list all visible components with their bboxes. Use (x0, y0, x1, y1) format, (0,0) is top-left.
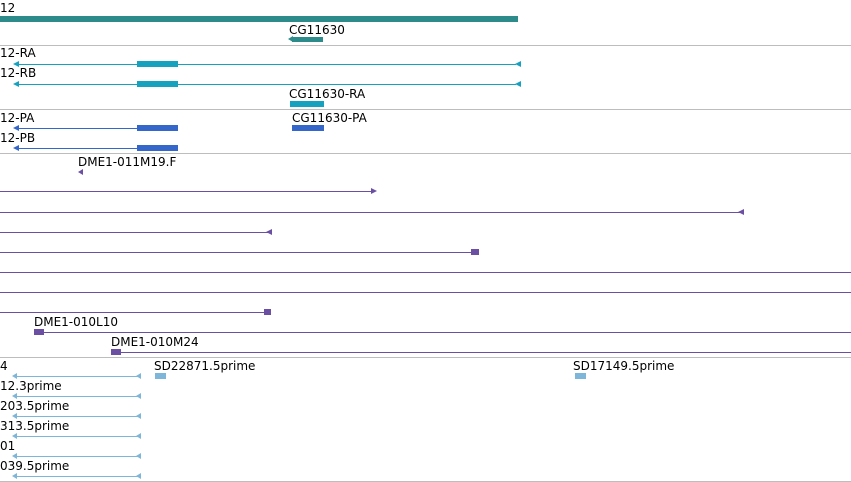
est-arrow-left-1 (12, 373, 17, 379)
protein-bar-cg11630-pa[interactable] (292, 125, 324, 131)
protein-line-pb[interactable] (18, 148, 138, 149)
est-arrow-right-1 (136, 373, 141, 379)
transcript-line-rb[interactable] (18, 84, 516, 85)
est-label-12-3prime[interactable]: 12.3prime (0, 379, 62, 393)
clone-arrow-1 (371, 188, 377, 194)
gene-bar-main[interactable] (0, 16, 518, 22)
protein-label-cg11630-pa[interactable]: CG11630-PA (292, 111, 367, 125)
est-arrow-left-4 (12, 433, 17, 439)
est-line-4[interactable] (16, 436, 140, 437)
clone-line-4[interactable] (0, 252, 478, 253)
clone-line-5[interactable] (0, 272, 851, 273)
protein-label-pa[interactable]: 12-PA (0, 111, 35, 125)
clone-line-3[interactable] (0, 232, 268, 233)
clone-label-011m19[interactable]: DME1-011M19.F (78, 155, 177, 169)
est-label-313-5prime[interactable]: 313.5prime (0, 419, 70, 433)
transcript-label-ra[interactable]: 12-RA (0, 46, 36, 60)
est-line-2[interactable] (16, 396, 140, 397)
transcript-label-cg11630-ra[interactable]: CG11630-RA (289, 87, 366, 101)
est-label-01[interactable]: 01 (0, 439, 16, 453)
transcript-arrow-right-ra (515, 61, 521, 67)
clone-arrow-011m19[interactable] (78, 169, 83, 175)
clone-line-1[interactable] (0, 191, 372, 192)
protein-arrow-pb (13, 145, 19, 151)
clone-arrow-3 (266, 229, 272, 235)
gene-arrow-cg11630 (288, 36, 293, 42)
transcript-label-rb[interactable]: 12-RB (0, 66, 37, 80)
protein-exon-pb[interactable] (137, 145, 178, 151)
clone-label-010l10[interactable]: DME1-010L10 (34, 315, 118, 329)
est-label-203-5prime[interactable]: 203.5prime (0, 399, 70, 413)
clone-line-010m24[interactable] (112, 352, 851, 353)
transcript-bar-cg11630-ra[interactable] (290, 101, 324, 107)
transcript-arrow-left-ra (13, 61, 19, 67)
est-arrow-right-6 (136, 473, 141, 479)
transcript-line-ra[interactable] (18, 64, 516, 65)
est-label-4[interactable]: 4 (0, 359, 8, 373)
gene-label-left[interactable]: 12 (0, 1, 16, 15)
track-separator (0, 153, 851, 154)
est-arrow-left-3 (12, 413, 17, 419)
est-line-3[interactable] (16, 416, 140, 417)
clone-arrow-2 (738, 209, 744, 215)
clone-line-010l10[interactable] (36, 332, 851, 333)
clone-line-6[interactable] (0, 292, 851, 293)
protein-label-pb[interactable]: 12-PB (0, 131, 36, 145)
clone-block-4 (471, 249, 479, 255)
est-arrow-right-3 (136, 413, 141, 419)
clone-label-010m24[interactable]: DME1-010M24 (111, 335, 199, 349)
est-arrow-right-5 (136, 453, 141, 459)
transcript-arrow-right-rb (515, 81, 521, 87)
est-arrow-left-5 (12, 453, 17, 459)
track-separator (0, 45, 851, 46)
transcript-arrow-left-rb (13, 81, 19, 87)
gene-bar-cg11630[interactable] (292, 37, 323, 42)
est-arrow-right-4 (136, 433, 141, 439)
clone-line-7[interactable] (0, 312, 270, 313)
est-line-6[interactable] (16, 476, 140, 477)
est-line-5[interactable] (16, 456, 140, 457)
est-arrow-left-2 (12, 393, 17, 399)
est-label-sd22871[interactable]: SD22871.5prime (154, 359, 256, 373)
protein-line-pa[interactable] (18, 128, 138, 129)
protein-arrow-pa (13, 125, 19, 131)
est-arrow-right-2 (136, 393, 141, 399)
est-label-039-5prime[interactable]: 039.5prime (0, 459, 70, 473)
est-arrow-left-6 (12, 473, 17, 479)
clone-block-010m24 (111, 349, 121, 355)
track-separator (0, 109, 851, 110)
est-line-1[interactable] (16, 376, 140, 377)
protein-exon-pa[interactable] (137, 125, 178, 131)
est-block-sd17149[interactable] (575, 373, 586, 379)
est-block-sd22871[interactable] (155, 373, 166, 379)
transcript-exon-ra[interactable] (137, 61, 178, 67)
clone-block-7 (264, 309, 271, 315)
clone-block-010l10 (34, 329, 44, 335)
transcript-exon-rb[interactable] (137, 81, 178, 87)
est-label-sd17149[interactable]: SD17149.5prime (573, 359, 675, 373)
gene-label-cg11630[interactable]: CG11630 (289, 23, 345, 37)
track-separator (0, 357, 851, 358)
clone-line-2[interactable] (0, 212, 742, 213)
